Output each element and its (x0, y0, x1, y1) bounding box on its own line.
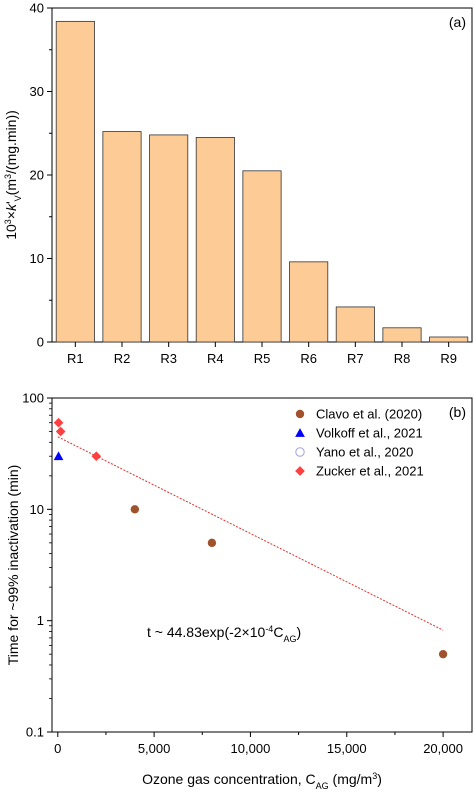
x-tick-label-15000: 15,000 (327, 741, 367, 756)
x-tick-label-5000: 5,000 (138, 741, 171, 756)
point-series1-0 (53, 451, 64, 461)
bar-R1 (55, 20, 95, 343)
panel-label-b: (b) (449, 404, 466, 420)
x-tick-label-10000: 10,000 (231, 741, 271, 756)
point-series0-2 (438, 649, 448, 659)
x-tick-label-R9: R9 (440, 351, 457, 366)
annot-exp: -4 (265, 624, 273, 634)
xlabel-main: Ozone gas concentration, C (142, 771, 316, 787)
point-series0-1 (207, 538, 217, 548)
legend-label-2: Yano et al., 2020 (316, 445, 413, 460)
legend-marker-1 (295, 428, 305, 437)
y-tick-label-0: 0 (37, 335, 44, 350)
x-tick-label-R2: R2 (114, 351, 131, 366)
y-tick-label-10: 10 (30, 251, 44, 266)
point-series0-0 (130, 505, 140, 514)
annot-sub: AG (283, 634, 296, 644)
bar-series (55, 20, 469, 343)
scatter-chart-panel: 0.1 1 10 100 0 5,000 10,000 15,000 20,000 Clavo… (5, 391, 473, 791)
y-tick-label-10: 10 (30, 502, 44, 517)
legend-label-0: Clavo et al. (2020) (316, 407, 422, 422)
legend: Clavo et al. (2020) Volkoff et al., 2021 Y… (295, 407, 424, 479)
bar-R2 (102, 131, 142, 343)
scatter-x-axis: 0 5,000 10,000 15,000 20,000 (54, 732, 463, 756)
y-tick-label-40: 40 (30, 1, 44, 16)
scatter-points (53, 417, 448, 659)
bar-R4 (195, 137, 235, 343)
point-series3-0 (53, 417, 64, 428)
xlabel-unit-close: ) (377, 771, 382, 787)
panel-label-a: (a) (449, 14, 466, 30)
x-tick-label-20000: 20,000 (423, 741, 463, 756)
legend-label-1: Volkoff et al., 2021 (316, 426, 423, 441)
bar-y-axis-title: 103×k'V(m3/(mg.min)) (3, 110, 23, 240)
annot-mid: C (273, 624, 283, 640)
x-tick-label-R3: R3 (160, 351, 177, 366)
scatter-y-axis: 0.1 1 10 100 (22, 391, 52, 740)
xlabel-unit-open: (mg/m (329, 771, 373, 787)
y-tick-label-1: 1 (37, 613, 44, 628)
scatter-x-axis-title: Ozone gas concentration, CAG (mg/m3) (142, 771, 382, 791)
scatter-plot-frame (51, 397, 473, 733)
x-tick-label-R1: R1 (67, 351, 84, 366)
x-tick-label-R8: R8 (394, 351, 411, 366)
y-tick-label-20: 20 (30, 168, 44, 183)
ylabel-prime: ' (3, 201, 19, 204)
ylabel-times: × (3, 211, 19, 219)
xlabel-sub: AG (316, 781, 329, 791)
x-tick-label-R6: R6 (300, 351, 317, 366)
bar-R6 (289, 261, 329, 343)
x-tick-label-0: 0 (54, 741, 61, 756)
bar-y-axis: 0 10 20 30 40 (30, 1, 52, 350)
fit-line (57, 436, 444, 631)
legend-marker-0 (295, 409, 305, 419)
bar-x-axis: R1 R2 R3 R4 R5 R6 R7 R8 R9 (67, 342, 457, 366)
y-tick-label-0.1: 0.1 (26, 725, 44, 740)
bar-R5 (242, 170, 282, 343)
legend-marker-3 (295, 466, 305, 476)
bar-R8 (382, 327, 422, 343)
point-series3-2 (91, 451, 102, 462)
x-tick-label-R5: R5 (254, 351, 271, 366)
ylabel-exp: 3 (3, 219, 13, 224)
ylabel-k: k (3, 203, 19, 211)
x-tick-label-R4: R4 (207, 351, 224, 366)
x-tick-label-R7: R7 (347, 351, 364, 366)
fit-equation-annotation: t ~ 44.83exp(-2×10-4CAG) (147, 624, 301, 644)
ylabel-unit-exp: 3 (3, 174, 13, 179)
fit-line-group (57, 436, 444, 631)
bar-R3 (149, 134, 189, 343)
xlabel-unit-exp: 3 (372, 771, 377, 781)
annot-prefix: t ~ 44.83exp(-2×10 (147, 624, 266, 640)
legend-marker-2 (295, 447, 305, 457)
y-tick-label-100: 100 (22, 391, 44, 406)
scatter-y-axis-title: Time for ~99% inactivation (min) (5, 465, 21, 666)
ylabel-sub: V (13, 195, 23, 201)
ylabel-unit-close: /(mg.min)) (3, 110, 19, 174)
point-series3-1 (55, 426, 66, 437)
bar-R9 (429, 336, 469, 343)
bar-R7 (335, 306, 375, 343)
y-tick-label-30: 30 (30, 84, 44, 99)
legend-label-3: Zucker et al., 2021 (316, 464, 424, 479)
ylabel-prefix: 10 (3, 224, 19, 240)
annot-suffix: ) (296, 624, 301, 640)
ylabel-unit-open: (m (3, 179, 19, 195)
